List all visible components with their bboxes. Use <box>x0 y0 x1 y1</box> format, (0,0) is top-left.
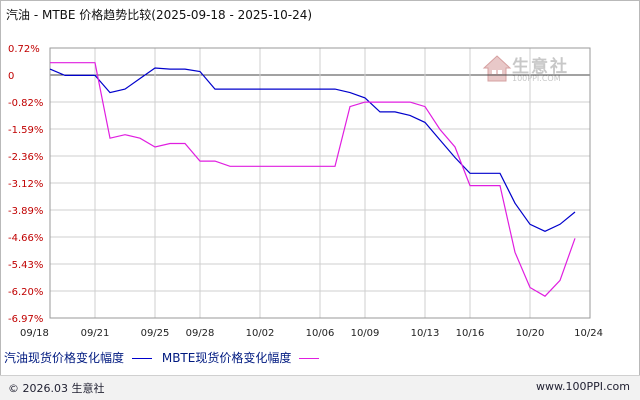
legend-label-gasoline: 汽油现货价格变化幅度 <box>4 351 125 365</box>
chart-title: 汽油 - MTBE 价格趋势比较(2025-09-18 - 2025-10-24… <box>6 8 313 22</box>
series-line-mtbe <box>50 62 576 297</box>
watermark-url: 100PPI.COM <box>512 74 561 83</box>
y-tick-label: -3.12% <box>8 179 43 190</box>
y-tick-label: 0.72% <box>8 44 40 55</box>
x-tick-label: 10/09 <box>351 328 380 339</box>
x-tick-label: 09/18 <box>20 328 49 339</box>
series-lines <box>49 62 576 297</box>
x-tick-label: 10/16 <box>456 328 485 339</box>
footer-copyright: © 2026.03 生意社 <box>8 382 105 395</box>
line-chart: 0.72% 0 -0.82% -1.59% -2.36% -3.12% -3.89% -4.6… <box>8 44 603 339</box>
x-tick-label: 09/25 <box>141 328 170 339</box>
y-tick-label: -2.36% <box>8 152 43 163</box>
y-tick-label: -6.97% <box>8 314 43 325</box>
chart-grid <box>49 47 591 319</box>
series-line-gasoline <box>49 67 576 232</box>
y-tick-label: -3.89% <box>8 206 43 217</box>
legend-item-gasoline: 汽油现货价格变化幅度 <box>4 349 153 366</box>
watermark-text: 生意社 <box>512 57 569 77</box>
x-tick-label: 10/06 <box>306 328 335 339</box>
x-tick-label: 09/28 <box>186 328 215 339</box>
y-tick-labels: 0.72% 0 -0.82% -1.59% -2.36% -3.12% -3.89% -4.6… <box>8 44 43 325</box>
legend-item-mtbe: MBTE现货价格变化幅度 <box>162 349 320 366</box>
y-tick-label: 0 <box>8 71 14 82</box>
plot-area-border <box>49 47 591 319</box>
y-tick-label: -6.20% <box>8 287 43 298</box>
footer-site-link[interactable]: www.100PPI.com <box>536 380 630 393</box>
x-tick-label: 10/20 <box>516 328 545 339</box>
x-tick-label: 10/24 <box>574 328 603 339</box>
x-tick-label: 09/21 <box>81 328 110 339</box>
legend-label-mtbe: MBTE现货价格变化幅度 <box>161 351 292 365</box>
chart-legend: 汽油现货价格变化幅度 MBTE现货价格变化幅度 <box>4 349 325 366</box>
y-tick-label: -0.82% <box>8 98 43 109</box>
legend-swatch-mtbe <box>299 358 320 359</box>
y-tick-label: -5.43% <box>8 260 43 271</box>
legend-swatch-gasoline <box>132 358 153 359</box>
x-tick-label: 10/13 <box>411 328 440 339</box>
x-tick-labels: 09/18 09/21 09/25 09/28 10/02 10/06 10/09 10/13… <box>20 328 603 339</box>
footer-bar: © 2026.03 生意社 www.100PPI.com <box>0 375 640 400</box>
y-tick-label: -4.66% <box>8 233 43 244</box>
x-tick-label: 10/02 <box>246 328 275 339</box>
y-tick-label: -1.59% <box>8 125 43 136</box>
